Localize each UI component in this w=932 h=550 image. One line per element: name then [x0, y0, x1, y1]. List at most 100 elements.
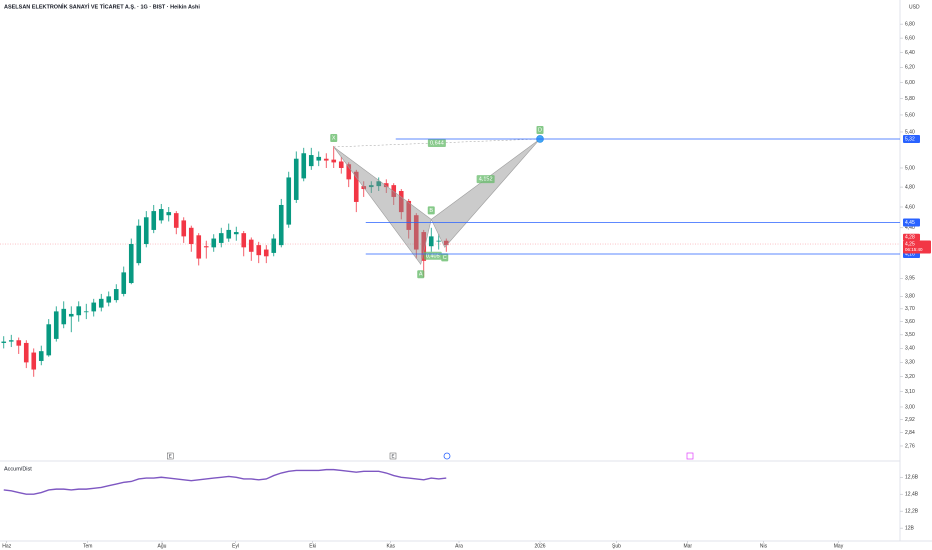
candle-body — [233, 232, 239, 235]
pattern-point-bg — [417, 270, 425, 279]
candle-body — [76, 306, 82, 316]
x-tick-label: Mar — [683, 543, 692, 549]
candle-body — [226, 229, 232, 239]
price-label-bg — [903, 134, 920, 143]
candle-body — [376, 181, 382, 187]
ratio-label: 0,405 — [426, 253, 440, 259]
event-marker[interactable] — [167, 452, 174, 460]
candle-body — [91, 302, 97, 312]
candle-body — [1, 341, 7, 343]
candle-body — [61, 308, 67, 325]
y-tick-label: 4,80 — [905, 184, 915, 190]
y-tick-label: 12,6B — [905, 475, 919, 481]
candle-body — [316, 156, 322, 161]
y-tick-label: 5,60 — [905, 112, 915, 118]
y-tick-label: 3,50 — [905, 332, 915, 338]
x-tick-label: Nis — [760, 543, 768, 549]
candle-body — [106, 296, 112, 303]
x-tick-label: 2026 — [534, 543, 545, 549]
currency: USD — [909, 4, 920, 10]
candle-body — [353, 171, 359, 202]
event-icon[interactable] — [443, 452, 451, 460]
candle-body — [46, 324, 52, 356]
candle-body — [158, 209, 164, 221]
candle-body — [256, 245, 262, 256]
event-marker[interactable] — [389, 452, 397, 460]
candle-body — [398, 191, 404, 213]
pattern-point-label: A — [419, 272, 423, 278]
event-icon[interactable] — [686, 452, 694, 460]
candle-body — [203, 246, 209, 248]
pattern-shape — [333, 146, 432, 265]
candle-body — [331, 159, 337, 163]
y-tick-label: 4,60 — [905, 204, 915, 210]
price-label: 4,16 — [905, 251, 915, 257]
indicator-title: Accum/Dist — [4, 466, 32, 472]
y-tick-label: 2,92 — [905, 417, 915, 423]
candle-body — [143, 217, 149, 245]
pattern-point-label: X — [332, 135, 336, 141]
candle-body — [443, 240, 449, 246]
candle-body — [301, 153, 307, 179]
ratio-label-bg — [476, 175, 495, 184]
last-price-bg — [903, 240, 931, 254]
y-tick-label: 3,70 — [905, 306, 915, 312]
x-tick-label: Tem — [83, 543, 92, 549]
candle-body — [263, 249, 269, 257]
candle-body — [8, 340, 14, 342]
pattern-point-bg — [330, 133, 338, 142]
pattern-point-bg — [427, 206, 435, 215]
candle-body — [286, 177, 292, 225]
y-tick-label: 3,10 — [905, 389, 915, 395]
candle-body — [406, 200, 412, 230]
x-tick-label: Eki — [309, 543, 316, 549]
candle-body — [391, 185, 397, 197]
candle-body — [196, 235, 202, 259]
y-tick-label: 12B — [905, 525, 915, 531]
y-tick-label: 4,40 — [905, 225, 915, 231]
pattern-point-bg — [441, 253, 449, 262]
candle-body — [181, 220, 187, 237]
candle-body — [113, 289, 119, 301]
candle-body — [188, 227, 194, 245]
candle-body — [16, 340, 22, 346]
countdown: 06:15:40 — [905, 247, 923, 252]
candle-body — [53, 311, 59, 339]
candle-body — [413, 215, 419, 250]
y-tick-label: 2,84 — [905, 430, 915, 436]
candle-body — [248, 239, 254, 252]
candle-body — [436, 240, 442, 242]
candle-body — [121, 272, 127, 294]
x-tick-label: Kas — [386, 543, 395, 549]
candle-body — [173, 213, 179, 228]
candle-body — [241, 233, 247, 248]
candle-body — [166, 212, 172, 216]
price-label: 4,45 — [905, 220, 915, 226]
x-tick-label: Ağu — [158, 543, 167, 549]
y-tick-label: 6,20 — [905, 65, 915, 71]
price-label-bg — [903, 218, 920, 227]
x-tick-label: Ara — [455, 543, 463, 549]
candle-body — [383, 183, 389, 188]
candle-body — [31, 352, 37, 370]
x-tick-label: May — [834, 543, 844, 549]
candle-body — [308, 155, 314, 167]
y-tick-label: 3,30 — [905, 360, 915, 366]
y-tick-label: 3,40 — [905, 346, 915, 352]
y-tick-label: 6,60 — [905, 35, 915, 41]
y-tick-label: 6,00 — [905, 80, 915, 86]
candle-body — [421, 232, 427, 261]
candle-body — [38, 351, 44, 361]
candle-body — [136, 225, 142, 264]
pattern-line — [333, 138, 541, 148]
y-tick-label: 3,80 — [905, 294, 915, 300]
event-label: E — [391, 453, 394, 458]
candle-body — [218, 233, 224, 243]
x-tick-label: Haz — [2, 543, 11, 549]
y-tick-label: 5,80 — [905, 96, 915, 102]
candle-body — [211, 238, 217, 248]
ratio-label: 4,152 — [479, 177, 493, 183]
y-tick-label: 3,20 — [905, 374, 915, 380]
